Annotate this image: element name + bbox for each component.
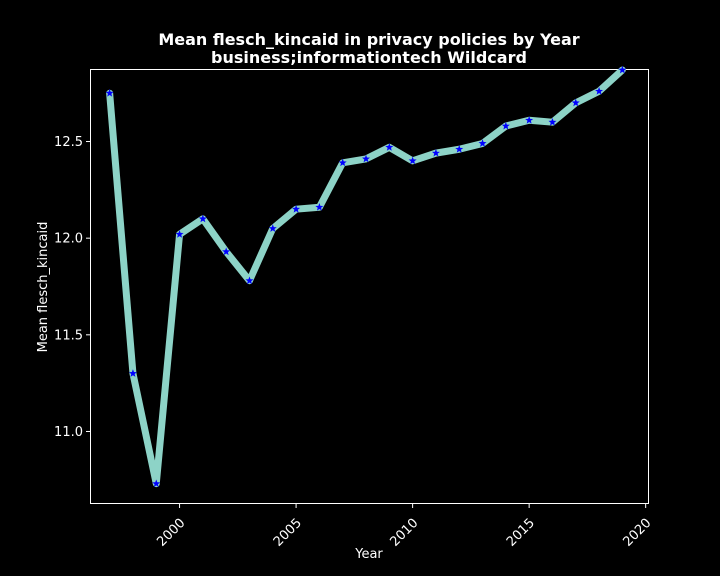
data-point	[431, 148, 440, 157]
x-tick-label: 2010	[387, 516, 421, 550]
data-point	[478, 139, 487, 147]
data-point	[105, 89, 114, 97]
data-point	[338, 158, 347, 167]
data-point	[362, 154, 370, 163]
data-point	[315, 203, 324, 211]
x-axis: 2000 2005 2010 2015 2020	[154, 503, 654, 550]
x-tick-label: 2000	[154, 516, 188, 550]
series-line	[106, 66, 626, 488]
data-point	[618, 65, 627, 74]
x-tick-label: 2005	[271, 516, 305, 550]
data-point	[245, 276, 254, 285]
data-point	[198, 214, 207, 223]
data-point	[175, 230, 184, 238]
data-point	[152, 479, 161, 488]
data-point	[408, 156, 417, 165]
x-tick-label: 2015	[504, 516, 538, 550]
data-point	[548, 117, 557, 126]
chart-title: Mean flesch_kincaid in privacy policies …	[158, 30, 579, 49]
data-point	[571, 98, 580, 107]
plot-area-frame	[90, 69, 649, 504]
y-axis-label: Mean flesch_kincaid	[36, 222, 51, 353]
data-point	[455, 145, 464, 153]
chart-subtitle: business;informationtech Wildcard	[211, 48, 527, 67]
data-point	[128, 369, 137, 377]
data-point	[292, 204, 301, 213]
y-tick-label: 11.0	[54, 425, 83, 440]
x-axis-label: Year	[354, 547, 383, 562]
y-axis: 11.0 11.5 12.0 12.5	[54, 135, 91, 440]
data-point	[595, 87, 604, 95]
data-point	[222, 247, 231, 256]
y-tick-label: 12.5	[54, 135, 83, 150]
data-point	[268, 224, 277, 232]
y-tick-label: 11.5	[54, 328, 83, 343]
data-point	[525, 116, 534, 124]
series-markers	[105, 65, 627, 488]
y-tick-label: 12.0	[54, 232, 83, 247]
data-point	[501, 121, 510, 130]
x-tick-label: 2020	[620, 516, 654, 550]
data-point	[385, 143, 394, 151]
